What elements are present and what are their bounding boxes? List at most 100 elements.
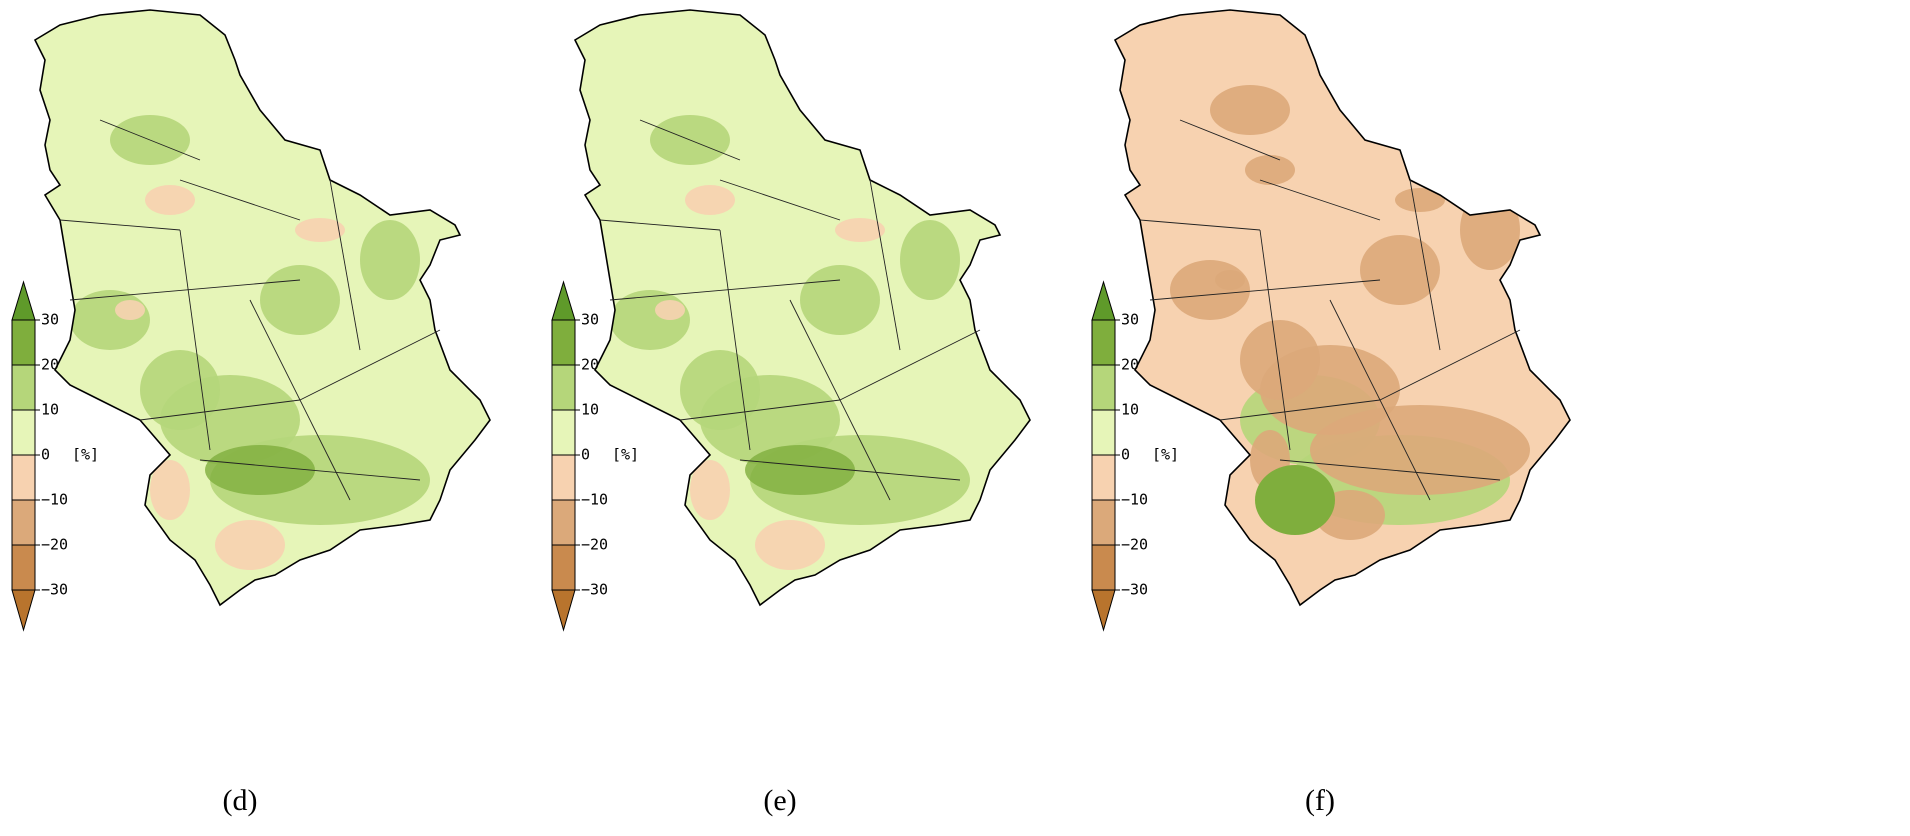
district-border <box>599 219 721 231</box>
district-border <box>1379 329 1521 401</box>
panel: 30 20 10 0 −10 −20 −30 [%] (d) <box>11 9 491 817</box>
district-border <box>179 179 301 221</box>
colorbar-segment <box>551 544 576 591</box>
district-border <box>299 329 441 401</box>
map-region <box>1210 85 1290 135</box>
map-region <box>1395 188 1445 212</box>
district-border <box>739 459 961 481</box>
colorbar-tick-label: −30 <box>581 581 608 599</box>
district-border <box>1409 179 1441 351</box>
colorbar-segment <box>11 319 36 366</box>
district-border <box>609 279 841 301</box>
colorbar-extension <box>11 589 36 632</box>
district-border <box>1179 119 1281 161</box>
colorbar-tick-label: 10 <box>1121 401 1139 419</box>
map-region <box>1310 405 1530 495</box>
district-border <box>329 179 361 351</box>
colorbar-tick-label: 0 <box>41 446 50 464</box>
colorbar-tick-label: −10 <box>41 491 68 509</box>
colorbar-segment <box>11 544 36 591</box>
colorbar-segment <box>1091 454 1116 501</box>
colorbar-tick-label: 20 <box>581 356 599 374</box>
colorbar-unit: [%] <box>612 446 639 464</box>
district-border <box>1219 399 1381 421</box>
map-region <box>140 350 220 430</box>
map-region <box>1360 235 1440 305</box>
district-border <box>1139 219 1261 231</box>
colorbar-extension <box>11 280 36 321</box>
colorbar-segment <box>551 499 576 546</box>
colorbar-segment <box>551 454 576 501</box>
map-region <box>755 520 825 570</box>
map-region <box>215 520 285 570</box>
panel-label: (f) <box>1305 784 1335 817</box>
map-region <box>685 185 735 215</box>
map-region <box>295 218 345 242</box>
colorbar-segment <box>11 409 36 456</box>
map-region <box>690 460 730 520</box>
map-region <box>1215 270 1245 290</box>
colorbar-tick-label: 0 <box>581 446 590 464</box>
district-border <box>99 119 201 161</box>
map-region <box>655 300 685 320</box>
district-border <box>69 279 301 301</box>
colorbar-segment <box>11 364 36 411</box>
colorbar-extension <box>551 280 576 321</box>
colorbar-tick-label: 10 <box>581 401 599 419</box>
district-border <box>839 329 981 401</box>
colorbar-segment <box>11 454 36 501</box>
colorbar-tick-label: −10 <box>1121 491 1148 509</box>
map-region <box>680 350 760 430</box>
map-region <box>260 265 340 335</box>
district-border <box>249 299 351 501</box>
colorbar-segment <box>1091 409 1116 456</box>
colorbar-tick-label: −30 <box>41 581 68 599</box>
colorbar-extension <box>1091 589 1116 632</box>
map-region <box>800 265 880 335</box>
district-border <box>719 229 751 451</box>
colorbar-tick-label: −10 <box>581 491 608 509</box>
district-border <box>719 179 841 221</box>
panel: 30 20 10 0 −10 −20 −30 [%] (e) <box>551 9 1031 817</box>
colorbar-segment <box>11 499 36 546</box>
panel-label: (e) <box>763 784 796 817</box>
panel: 30 20 10 0 −10 −20 −30 [%] (f) <box>1091 9 1571 817</box>
colorbar-tick-label: 10 <box>41 401 59 419</box>
colorbar-extension <box>551 589 576 632</box>
colorbar-tick-label: 20 <box>41 356 59 374</box>
map-region <box>1245 155 1295 185</box>
map-region <box>900 220 960 300</box>
district-border <box>1329 299 1431 501</box>
colorbar-tick-label: 30 <box>41 311 59 329</box>
district-border <box>1149 279 1381 301</box>
colorbar-tick-label: 20 <box>1121 356 1139 374</box>
district-border <box>679 399 841 421</box>
colorbar-segment <box>1091 319 1116 366</box>
colorbar-extension <box>1091 280 1116 321</box>
colorbar-segment <box>1091 544 1116 591</box>
map-region <box>145 185 195 215</box>
colorbar-tick-label: 30 <box>581 311 599 329</box>
district-border <box>179 229 211 451</box>
colorbar-segment <box>551 364 576 411</box>
district-border <box>869 179 901 351</box>
map-region <box>745 445 855 495</box>
colorbar-tick-label: −30 <box>1121 581 1148 599</box>
colorbar-tick-label: 0 <box>1121 446 1130 464</box>
district-border <box>1259 229 1291 451</box>
map-region <box>1240 320 1320 400</box>
colorbar-tick-label: 30 <box>1121 311 1139 329</box>
colorbar-tick-label: −20 <box>581 536 608 554</box>
map-region <box>1170 260 1250 320</box>
map-region <box>1460 190 1520 270</box>
colorbar-unit: [%] <box>72 446 99 464</box>
district-border <box>1279 459 1501 481</box>
panels: 30 20 10 0 −10 −20 −30 [%] (d) 30 20 10 0 −10 −20 −30 [%… <box>11 9 1571 817</box>
district-border <box>199 459 421 481</box>
map-region <box>115 300 145 320</box>
map-region <box>360 220 420 300</box>
colorbar-segment <box>1091 364 1116 411</box>
colorbar-tick-label: −20 <box>41 536 68 554</box>
colorbar-segment <box>551 409 576 456</box>
